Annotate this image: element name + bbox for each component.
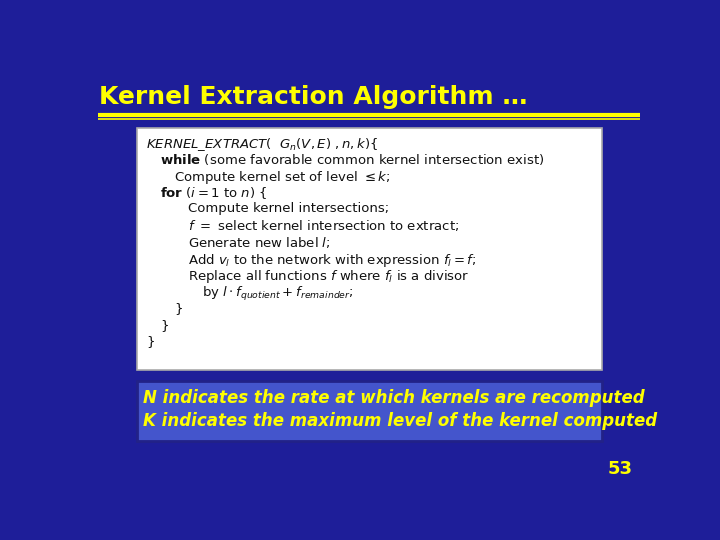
Text: K indicates the maximum level of the kernel computed: K indicates the maximum level of the ker… [143, 412, 657, 430]
Text: $f$ $=$ select kernel intersection to extract;: $f$ $=$ select kernel intersection to ex… [188, 218, 459, 233]
Text: $\mathbf{while}$ (some favorable common kernel intersection exist): $\mathbf{while}$ (some favorable common … [160, 152, 544, 167]
Text: $\mathbf{for}$ $(i = 1$ to $n)$ $\{$: $\mathbf{for}$ $(i = 1$ to $n)$ $\{$ [160, 185, 267, 201]
Text: Generate new label $l$;: Generate new label $l$; [188, 235, 330, 250]
Text: by $l \cdot f_{quotient} + f_{remainder}$;: by $l \cdot f_{quotient} + f_{remainder}… [202, 285, 354, 302]
Text: Add $v_l$ to the network with expression $f_l = f$;: Add $v_l$ to the network with expression… [188, 252, 476, 268]
Text: $\}$: $\}$ [174, 301, 183, 317]
Text: $\}$: $\}$ [145, 334, 155, 350]
Text: $\mathit{KERNEL\_EXTRACT(}$  $G_n(V, E)$ $\mathit{, n, k)\{}$: $\mathit{KERNEL\_EXTRACT(}$ $G_n(V, E)$ … [145, 136, 378, 153]
Text: N indicates the rate at which kernels are recomputed: N indicates the rate at which kernels ar… [143, 389, 644, 407]
Text: Compute kernel intersections;: Compute kernel intersections; [188, 202, 389, 215]
Text: 53: 53 [608, 460, 632, 478]
Text: Compute kernel set of level $\leq k$;: Compute kernel set of level $\leq k$; [174, 168, 390, 186]
FancyBboxPatch shape [137, 381, 601, 441]
Text: Kernel Extraction Algorithm …: Kernel Extraction Algorithm … [99, 85, 528, 109]
FancyBboxPatch shape [137, 128, 601, 370]
Text: Replace all functions $f$ where $f_l$ is a divisor: Replace all functions $f$ where $f_l$ is… [188, 268, 469, 285]
Text: $\}$: $\}$ [160, 318, 168, 334]
